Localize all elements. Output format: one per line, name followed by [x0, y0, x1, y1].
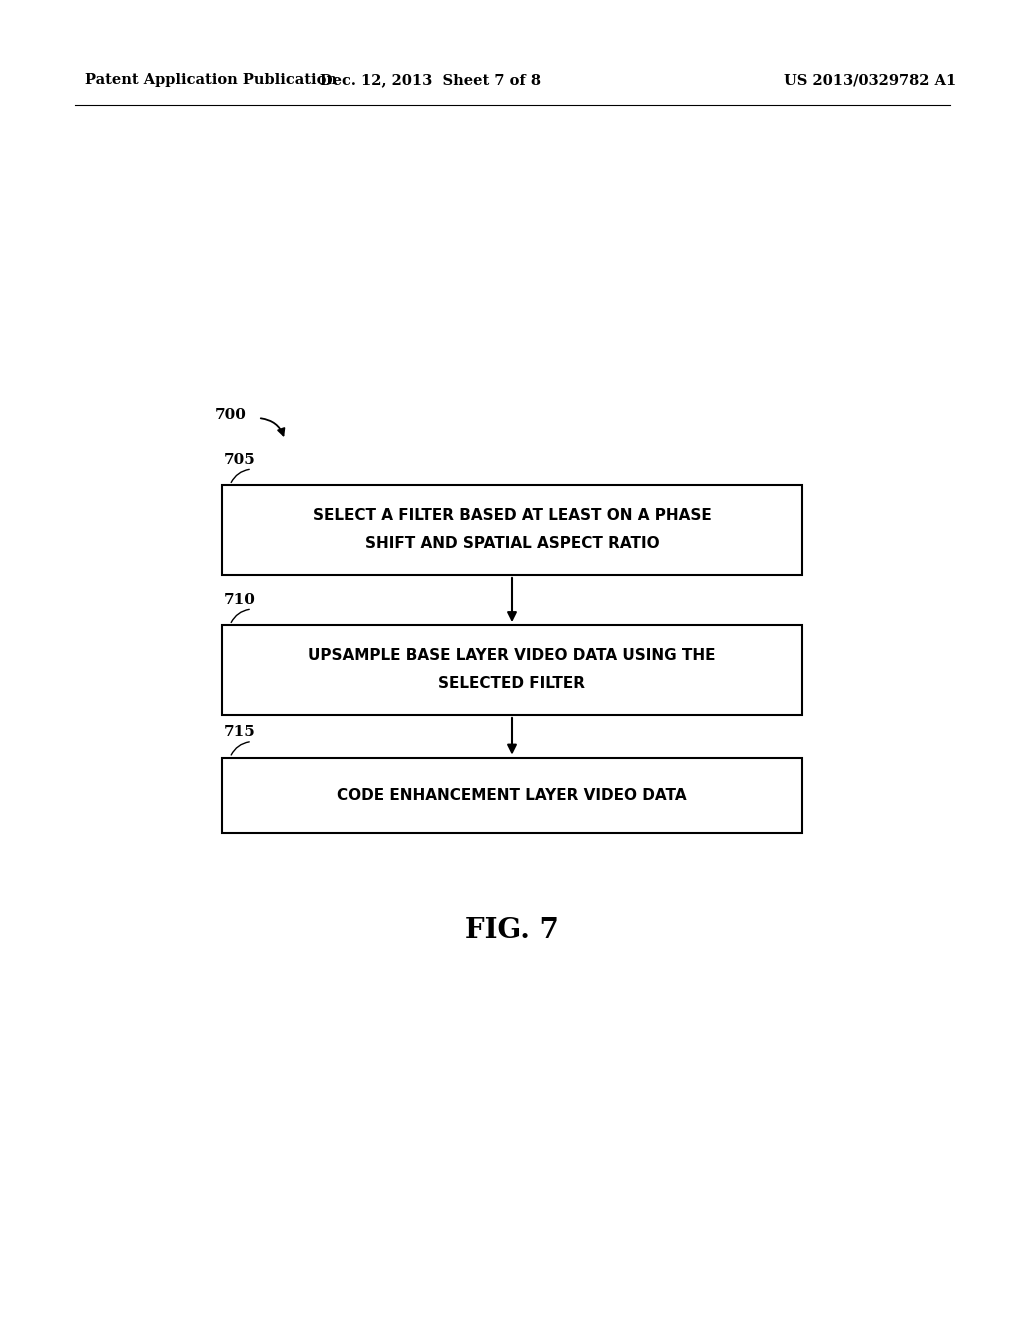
Text: SELECTED FILTER: SELECTED FILTER — [438, 676, 586, 692]
Text: UPSAMPLE BASE LAYER VIDEO DATA USING THE: UPSAMPLE BASE LAYER VIDEO DATA USING THE — [308, 648, 716, 664]
Text: FIG. 7: FIG. 7 — [465, 916, 559, 944]
Text: 700: 700 — [215, 408, 247, 422]
Text: 715: 715 — [224, 726, 256, 739]
Text: SELECT A FILTER BASED AT LEAST ON A PHASE: SELECT A FILTER BASED AT LEAST ON A PHAS… — [312, 508, 712, 524]
Text: CODE ENHANCEMENT LAYER VIDEO DATA: CODE ENHANCEMENT LAYER VIDEO DATA — [337, 788, 687, 803]
Bar — [222, 484, 802, 576]
Bar — [222, 624, 802, 715]
Bar — [222, 758, 802, 833]
Text: Patent Application Publication: Patent Application Publication — [85, 73, 337, 87]
Text: Dec. 12, 2013  Sheet 7 of 8: Dec. 12, 2013 Sheet 7 of 8 — [319, 73, 541, 87]
Text: 710: 710 — [224, 593, 256, 607]
Text: SHIFT AND SPATIAL ASPECT RATIO: SHIFT AND SPATIAL ASPECT RATIO — [365, 536, 659, 552]
Text: US 2013/0329782 A1: US 2013/0329782 A1 — [784, 73, 956, 87]
Text: 705: 705 — [224, 453, 256, 467]
